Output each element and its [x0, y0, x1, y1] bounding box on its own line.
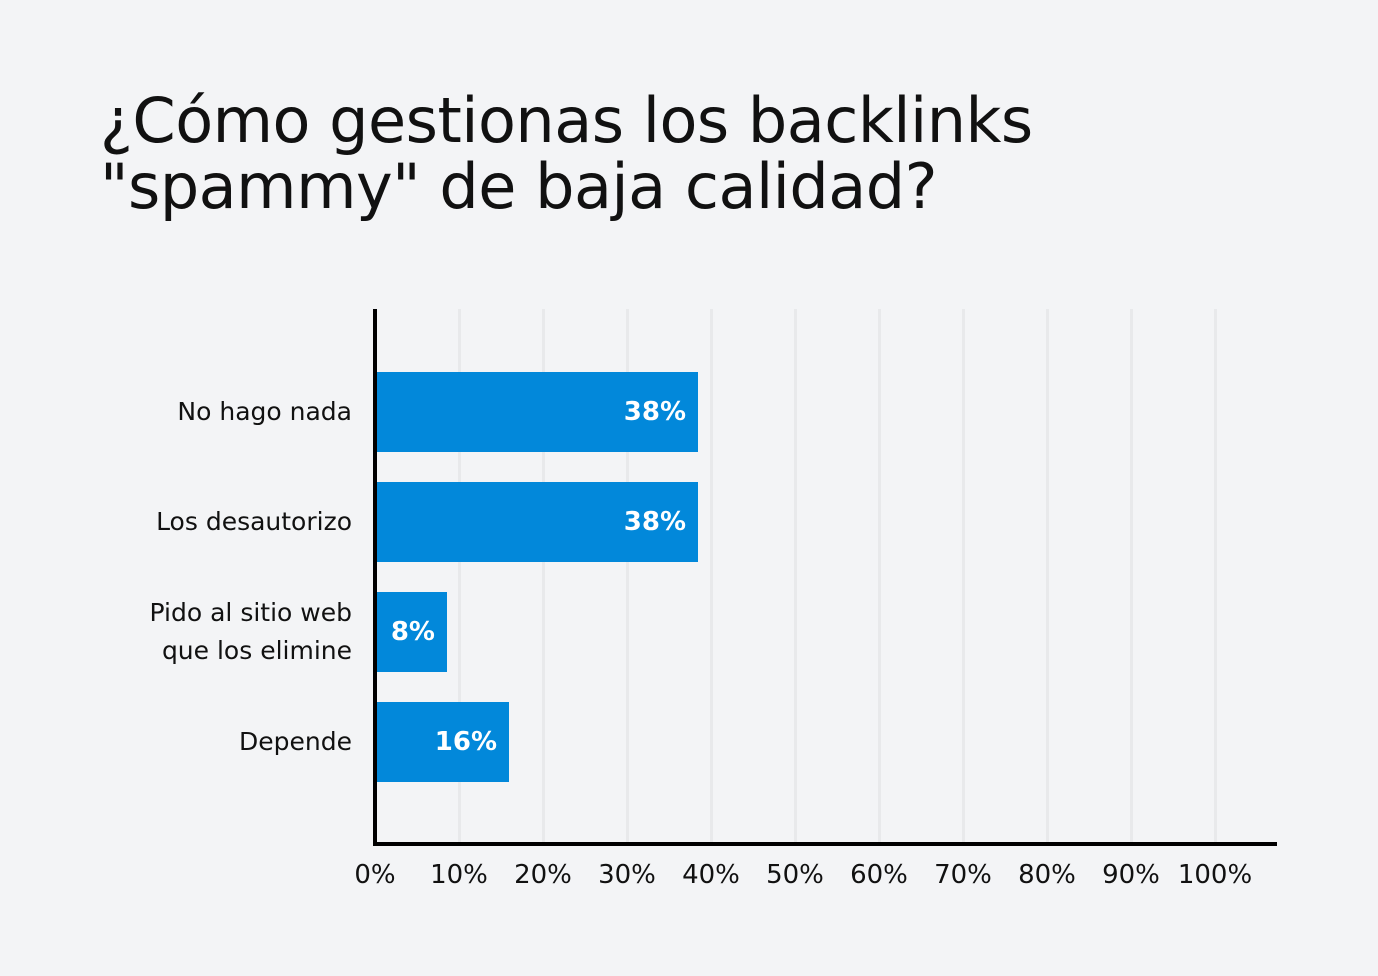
- gridline: [710, 309, 713, 843]
- chart-title: ¿Cómo gestionas los backlinks "spammy" d…: [100, 84, 1033, 223]
- bar-no-hago-nada: 38%: [377, 372, 698, 452]
- bar-pido-al-sitio-web: 8%: [377, 592, 447, 672]
- x-tick-label: 30%: [598, 860, 656, 890]
- x-tick-label: 70%: [934, 860, 992, 890]
- x-tick-label: 0%: [354, 860, 396, 890]
- bar-value-label: 38%: [623, 397, 686, 427]
- x-tick-label: 50%: [766, 860, 824, 890]
- gridline: [1130, 309, 1133, 843]
- category-label: No hago nada: [177, 397, 352, 426]
- gridline: [962, 309, 965, 843]
- y-axis-line: [373, 309, 377, 846]
- gridline: [542, 309, 545, 843]
- gridline: [1046, 309, 1049, 843]
- gridline: [458, 309, 461, 843]
- bar-depende: 16%: [377, 702, 509, 782]
- x-tick-label: 20%: [514, 860, 572, 890]
- bar-los-desautorizo: 38%: [377, 482, 698, 562]
- x-tick-label: 60%: [850, 860, 908, 890]
- gridline: [878, 309, 881, 843]
- bar-value-label: 38%: [623, 507, 686, 537]
- gridline: [794, 309, 797, 843]
- x-tick-label: 10%: [430, 860, 488, 890]
- bar-value-label: 8%: [390, 617, 435, 647]
- gridline: [1214, 309, 1217, 843]
- x-tick-label: 40%: [682, 860, 740, 890]
- x-tick-label: 80%: [1018, 860, 1076, 890]
- bar-value-label: 16%: [434, 727, 497, 757]
- category-label: Pido al sitio web que los elimine: [149, 598, 352, 665]
- category-label: Depende: [239, 727, 352, 756]
- category-label: Los desautorizo: [156, 507, 352, 536]
- x-tick-label: 100%: [1177, 860, 1253, 890]
- x-tick-label: 90%: [1102, 860, 1160, 890]
- x-axis-line: [373, 842, 1277, 846]
- gridline: [626, 309, 629, 843]
